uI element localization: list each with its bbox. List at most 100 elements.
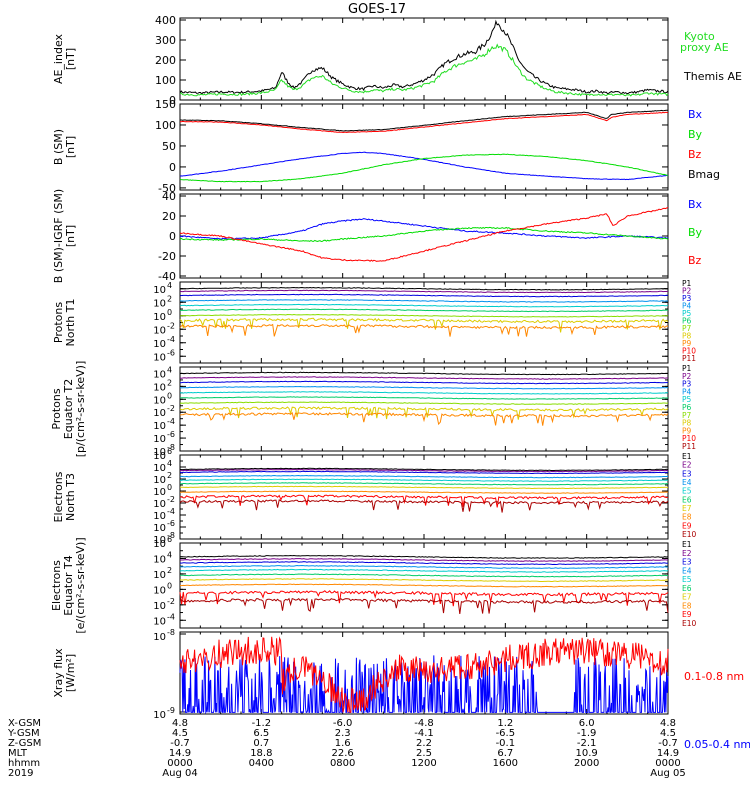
channel-line <box>179 401 669 405</box>
x-axis-value: -0.7 <box>170 738 190 749</box>
channel-label: E4 <box>682 478 692 487</box>
legend-entry-part: proxy AE <box>680 41 729 54</box>
y-tick-mantissa: 10 <box>153 447 166 458</box>
legend-entry: Bz <box>688 148 702 161</box>
y-tick-exponent: 4 <box>167 550 172 559</box>
y-tick-exponent: -2 <box>167 597 175 606</box>
channel-label: P8 <box>682 332 692 341</box>
channel-line <box>179 568 669 573</box>
series-line <box>179 218 669 240</box>
channel-line <box>179 467 669 472</box>
x-row-label: Y-GSM <box>7 728 40 739</box>
x-axis-value: -6.5 <box>496 728 516 739</box>
channel-label: P3 <box>682 380 692 389</box>
channel-line <box>179 573 669 578</box>
channel-line <box>179 478 669 482</box>
channel-line <box>179 564 668 569</box>
x-axis-value: 2.2 <box>416 738 432 749</box>
channel-label: P7 <box>682 411 692 420</box>
y-tick-exponent: -8 <box>167 531 175 540</box>
y-axis-label: Electrons <box>52 471 65 522</box>
y-tick-exponent: -2 <box>167 495 175 504</box>
x-axis-value: 4.5 <box>172 728 188 739</box>
y-tick-exponent: 2 <box>167 294 172 303</box>
y-tick-mantissa: 10 <box>153 463 166 474</box>
panel-frame <box>179 193 669 279</box>
y-tick-mantissa: 10 <box>153 421 166 432</box>
y-tick-exponent: -9 <box>167 706 175 715</box>
x-axis-value: 1.2 <box>497 718 513 729</box>
x-axis-value: 0000 <box>655 758 680 769</box>
x-axis-value: -1.9 <box>577 728 597 739</box>
y-tick-exponent: 4 <box>167 281 172 290</box>
y-tick-label: 10 <box>153 395 166 406</box>
y-tick-label: 10 <box>153 382 166 393</box>
channel-line <box>179 468 669 473</box>
y-axis-label: [p/(cm²-s-sr-keV)] <box>74 361 87 458</box>
y-tick-label: 10 <box>153 352 166 363</box>
x-axis-value: 1600 <box>493 758 518 769</box>
y-tick-mantissa: 10 <box>153 554 166 565</box>
y-tick-label: 300 <box>155 34 176 47</box>
channel-line <box>179 385 669 390</box>
channel-line <box>179 371 668 376</box>
y-tick-mantissa: 10 <box>153 475 166 486</box>
channel-line <box>179 289 669 294</box>
channel-line <box>179 561 669 566</box>
y-tick-exponent: -6 <box>167 519 175 528</box>
channel-line <box>179 293 669 298</box>
y-tick-label: 10 <box>153 601 166 612</box>
y-tick-label: 10 <box>153 523 166 534</box>
y-tick-mantissa: 10 <box>153 395 166 406</box>
channel-line <box>179 323 669 337</box>
xray-long-line <box>179 636 669 714</box>
plot-title: GOES-17 <box>348 2 406 17</box>
y-tick-label: 10 <box>153 570 166 581</box>
channel-line <box>179 411 669 426</box>
y-tick-exponent: -8 <box>167 443 175 452</box>
channel-label: E6 <box>682 584 692 593</box>
y-axis-label: [nT] <box>64 136 77 158</box>
channel-line <box>179 474 669 479</box>
y-tick-exponent: -8 <box>167 628 175 637</box>
y-tick-label: 10 <box>153 710 166 721</box>
y-tick-exponent: 6 <box>167 535 172 544</box>
y-tick-exponent: 0 <box>167 308 172 317</box>
channel-label: E1 <box>682 540 692 549</box>
channel-line <box>179 299 669 303</box>
channel-line <box>179 317 669 333</box>
y-tick-mantissa: 10 <box>153 535 166 546</box>
y-tick-label: 100 <box>155 119 176 132</box>
x-axis-value: 0400 <box>249 758 274 769</box>
channel-label: P6 <box>682 403 692 412</box>
series-line <box>179 153 668 183</box>
y-tick-label: 10 <box>153 451 166 462</box>
x-axis-value: 4.8 <box>660 718 676 729</box>
y-tick-mantissa: 10 <box>153 570 166 581</box>
y-tick-exponent: -4 <box>167 335 175 344</box>
y-tick-mantissa: 10 <box>153 339 166 350</box>
y-tick-label: 10 <box>153 463 166 474</box>
y-tick-label: 10 <box>153 325 166 336</box>
x-axis-value: 0000 <box>167 758 192 769</box>
x-axis-value: 4.5 <box>660 728 676 739</box>
channel-label: P11 <box>682 442 696 451</box>
y-tick-mantissa: 10 <box>153 325 166 336</box>
y-tick-mantissa: 10 <box>153 616 166 627</box>
x-axis-table: X-GSMY-GSMZ-GSMMLThhmm20194.84.5-0.714.9… <box>7 718 686 779</box>
channel-label: E7 <box>682 593 692 602</box>
y-axis-label: Protons <box>52 302 65 343</box>
y-tick-label: 10 <box>153 339 166 350</box>
channel-line <box>180 490 669 494</box>
channel-line <box>180 558 669 562</box>
y-tick-mantissa: 10 <box>153 298 166 309</box>
channel-label: E1 <box>682 452 692 461</box>
channel-label: P2 <box>682 287 692 296</box>
legend-entry: Bz <box>688 254 702 267</box>
panel-4: Protons Equator T2 [p/(cm²-s-sr-keV)] 10 410… <box>50 361 696 458</box>
legend-entry: Bx <box>688 108 703 121</box>
y-axis-label: North T1 <box>64 299 77 347</box>
